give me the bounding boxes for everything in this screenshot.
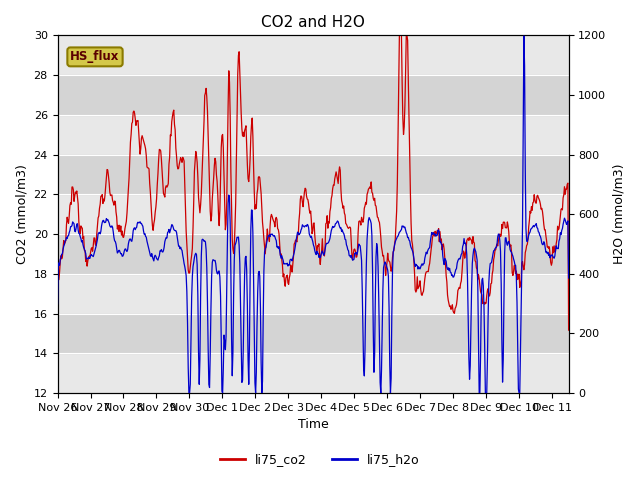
Bar bbox=[58, 313, 568, 353]
Bar bbox=[58, 75, 568, 115]
Text: HS_flux: HS_flux bbox=[70, 50, 120, 63]
Title: CO2 and H2O: CO2 and H2O bbox=[261, 15, 365, 30]
Y-axis label: H2O (mmol/m3): H2O (mmol/m3) bbox=[612, 164, 625, 264]
Bar bbox=[58, 155, 568, 194]
Legend: li75_co2, li75_h2o: li75_co2, li75_h2o bbox=[215, 448, 425, 471]
X-axis label: Time: Time bbox=[298, 419, 328, 432]
Y-axis label: CO2 (mmol/m3): CO2 (mmol/m3) bbox=[15, 164, 28, 264]
Bar bbox=[58, 234, 568, 274]
